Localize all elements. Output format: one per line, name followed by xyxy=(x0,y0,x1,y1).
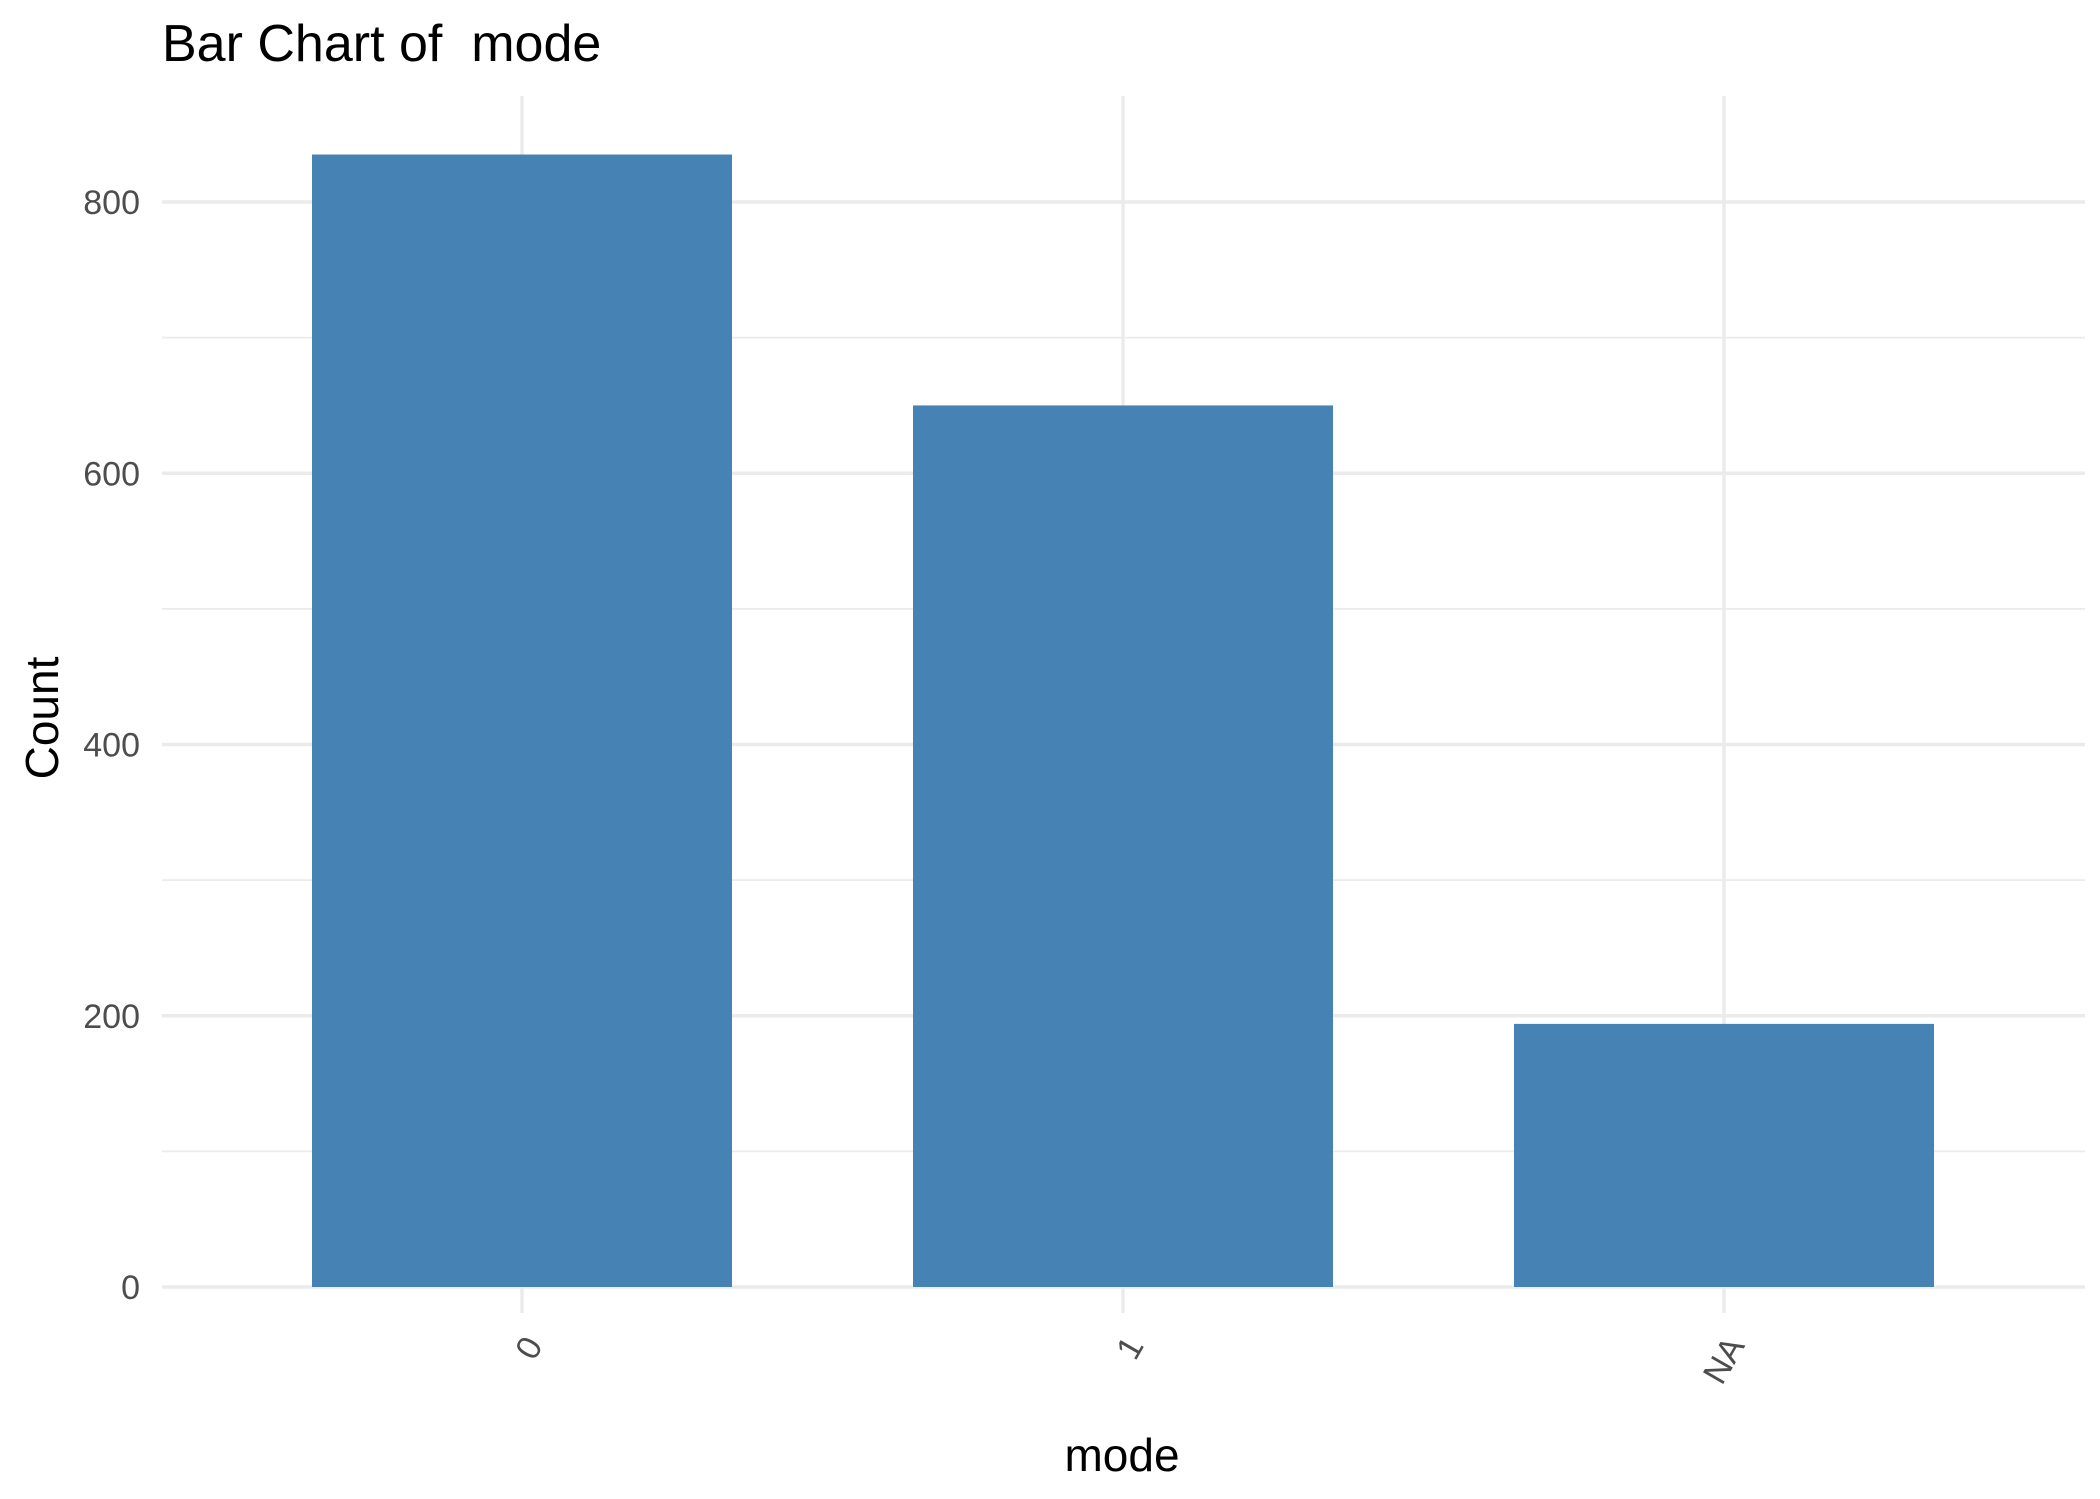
bar-na xyxy=(1514,1023,1934,1287)
x-axis-tick-labels: 0 1 NA xyxy=(508,1330,1753,1390)
bars xyxy=(312,154,1934,1287)
x-tick-label: 1 xyxy=(1109,1331,1151,1366)
x-tick-label: 0 xyxy=(508,1331,550,1366)
y-tick-label: 400 xyxy=(83,727,140,765)
y-tick-label: 0 xyxy=(121,1269,140,1307)
y-tick-label: 600 xyxy=(83,455,140,493)
bar-0 xyxy=(312,154,732,1287)
y-tick-label: 200 xyxy=(83,998,140,1036)
x-axis-title: mode xyxy=(1064,1429,1179,1481)
y-axis-tick-labels: 0 200 400 600 800 xyxy=(83,184,140,1307)
chart-title: Bar Chart of mode xyxy=(162,15,601,73)
bar-1 xyxy=(913,405,1333,1287)
y-axis-title: Count xyxy=(16,656,68,779)
x-tick-label: NA xyxy=(1696,1330,1753,1390)
y-tick-label: 800 xyxy=(83,184,140,222)
